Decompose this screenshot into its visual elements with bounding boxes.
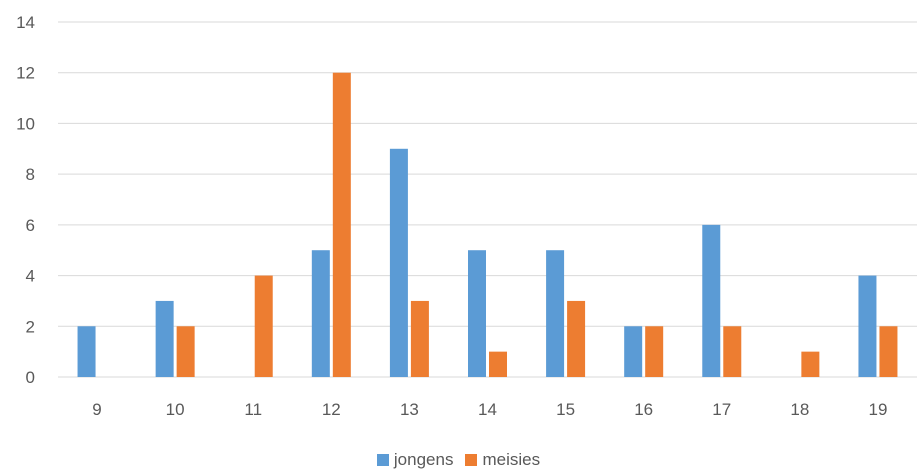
bar-meisies-12: [332, 72, 351, 377]
y-tick-label: 0: [26, 368, 35, 387]
x-axis-tick-labels: 9 10 11 12 13 14 15 16 17 18 19: [92, 400, 887, 419]
bar-jongens-19: [858, 275, 877, 377]
bar-meisies-15: [567, 300, 586, 377]
bar-meisies-17: [723, 326, 742, 377]
x-tick-label: 15: [556, 400, 575, 419]
y-tick-label: 8: [26, 165, 35, 184]
bar-jongens-13: [389, 148, 408, 377]
y-tick-label: 12: [16, 64, 35, 83]
bar-jongens-14: [468, 250, 486, 377]
x-tick-label: 10: [166, 400, 185, 419]
y-tick-label: 14: [16, 13, 35, 32]
y-tick-label: 4: [26, 267, 35, 286]
bar-jongens-16: [624, 326, 643, 377]
x-tick-label: 17: [712, 400, 731, 419]
x-tick-label: 18: [790, 400, 809, 419]
legend-swatch-meisies: [465, 453, 478, 466]
legend-swatch-jongens: [376, 453, 389, 466]
bar-jongens-10: [155, 300, 174, 377]
bars: [77, 72, 898, 377]
y-axis-tick-labels: 0 2 4 6 8 10 12 14: [16, 13, 35, 387]
bar-meisies-11: [254, 275, 273, 377]
gridlines: [58, 21, 917, 378]
x-tick-label: 11: [244, 400, 262, 419]
bar-meisies-14: [489, 351, 507, 377]
bar-meisies-19: [879, 326, 898, 377]
legend: jongens meisies: [0, 450, 917, 469]
bar-jongens-12: [311, 250, 330, 377]
bar-jongens-15: [546, 250, 565, 377]
bar-meisies-16: [645, 326, 664, 377]
bar-jongens-9: [77, 326, 96, 377]
bar-meisies-13: [410, 300, 429, 377]
bar-meisies-18: [801, 351, 820, 377]
x-tick-label: 14: [478, 400, 497, 419]
bar-jongens-17: [702, 224, 721, 377]
x-tick-label: 19: [868, 400, 887, 419]
legend-item-meisies: meisies: [465, 450, 540, 470]
legend-item-jongens: jongens: [376, 449, 454, 470]
y-tick-label: 6: [26, 216, 35, 235]
legend-label-jongens: jongens: [393, 449, 454, 469]
y-tick-label: 10: [16, 114, 35, 133]
y-tick-label: 2: [26, 317, 35, 336]
x-tick-label: 16: [634, 400, 653, 419]
legend-label-meisies: meisies: [482, 449, 541, 469]
x-tick-label: 12: [322, 400, 341, 419]
bar-meisies-10: [176, 326, 195, 377]
x-tick-label: 9: [92, 400, 101, 419]
x-tick-label: 13: [400, 400, 419, 419]
